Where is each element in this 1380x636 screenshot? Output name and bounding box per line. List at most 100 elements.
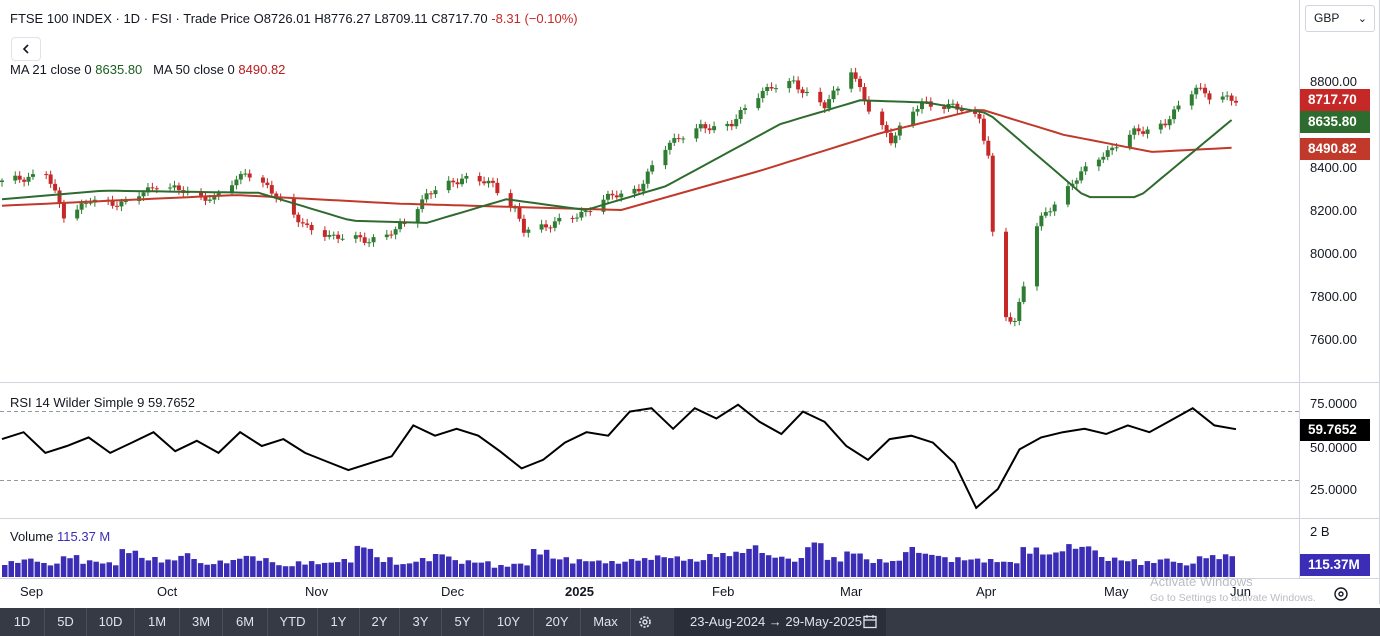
candle-body [1194,87,1199,95]
candle-body [1167,119,1172,126]
candle-body [1096,159,1101,167]
volume-bar [465,560,472,577]
date-range-picker[interactable]: 23-Aug-2024 → 29-May-2025 [674,608,886,636]
volume-bar [446,556,452,577]
range-max-button[interactable]: Max [581,608,631,636]
range-20y-button[interactable]: 20Y [534,608,581,636]
range-10y-button[interactable]: 10Y [484,608,534,636]
candle-body [1034,226,1039,287]
volume-bar [1001,561,1007,577]
range-6m-button[interactable]: 6M [223,608,268,636]
volume-bar [818,543,824,577]
rsi-tick: 25.0000 [1310,482,1357,497]
range-2y-button[interactable]: 2Y [360,608,400,636]
volume-bar [1053,552,1059,577]
volume-bar [994,562,1000,577]
candle-body [734,119,739,127]
candle-body [1065,186,1070,205]
volume-bar [308,561,315,577]
candle-body [490,180,495,183]
candle-body [1101,156,1106,160]
volume-bar [772,557,778,577]
volume-bar [654,555,661,577]
chart-canvas[interactable] [0,0,1380,604]
open-value: O8726.01 [253,11,311,26]
candle-body [1048,211,1053,213]
volume-bar [178,555,184,577]
range-3y-button[interactable]: 3Y [400,608,442,636]
volume-bar [987,559,994,577]
rsi-line [1,403,1237,510]
symbol-legend: FTSE 100 INDEX · 1D · FSI · Trade Price … [10,11,578,26]
candle-body [835,88,840,91]
volume-bar [86,560,93,577]
candle-body [521,218,526,233]
candle-body [959,109,964,112]
settings-button[interactable] [631,608,659,636]
candle-body [336,234,341,239]
candle-body [358,235,363,238]
volume-bar [844,551,850,577]
volume-bar [1105,561,1111,577]
range-1d-button[interactable]: 1D [0,608,45,636]
candle-body [296,214,301,223]
price-tick: 8400.00 [1310,160,1357,175]
candle-body [176,185,181,191]
volume-bar [922,553,929,577]
volume-bar [367,548,374,577]
volume-bar [302,564,308,577]
range-3m-button[interactable]: 3M [180,608,223,636]
rsi-value: 59.7652 [148,395,196,410]
volume-bar [99,563,106,577]
reset-view-icon[interactable] [1331,584,1351,604]
collapse-legend-button[interactable] [11,37,41,61]
candle-body [760,90,765,99]
volume-bar [805,547,811,577]
ma21-line [1,99,1233,224]
volume-bar [354,545,361,577]
volume-bar [739,553,746,577]
time-tick: Sep [20,584,44,599]
volume-bar [1157,559,1164,577]
candle-body [84,202,89,204]
volume-bar [857,553,863,577]
volume-bar [929,554,935,577]
range-1y-button[interactable]: 1Y [318,608,360,636]
candle-body [110,200,115,206]
range-ytd-button[interactable]: YTD [268,608,318,636]
candle-body [924,101,929,103]
candle-body [650,165,655,172]
volume-bar [530,549,537,577]
range-1m-button[interactable]: 1M [135,608,180,636]
candle-body [1141,131,1146,134]
candle-body [459,178,464,185]
candle-body [548,227,553,229]
candle-body [1198,87,1203,89]
candle-body [172,185,177,188]
candle-body [973,111,978,114]
volume-bar [67,558,73,577]
volume-bar [713,557,720,577]
currency-select[interactable]: GBP ⌄ [1305,5,1375,32]
volume-bar [942,557,948,577]
volume-bar [152,557,158,577]
range-5y-button[interactable]: 5Y [442,608,484,636]
candle-body [238,173,243,180]
candle-body [247,173,252,178]
candle-body [1043,212,1048,216]
ma21-value: 8635.80 [95,62,143,77]
price-type: Trade Price [183,11,250,26]
candle-body [712,126,717,131]
volume-bar [2,565,8,577]
volume-bar [622,561,628,577]
volume-bar [824,559,831,577]
candle-body [729,123,734,127]
candle-body [1207,93,1212,100]
volume-bar [432,554,439,577]
volume-value: 115.37 M [57,529,111,544]
volume-bar [674,556,680,577]
range-10d-button[interactable]: 10D [87,608,135,636]
volume-bar [726,556,733,577]
range-5d-button[interactable]: 5D [45,608,87,636]
volume-bar [419,558,426,577]
